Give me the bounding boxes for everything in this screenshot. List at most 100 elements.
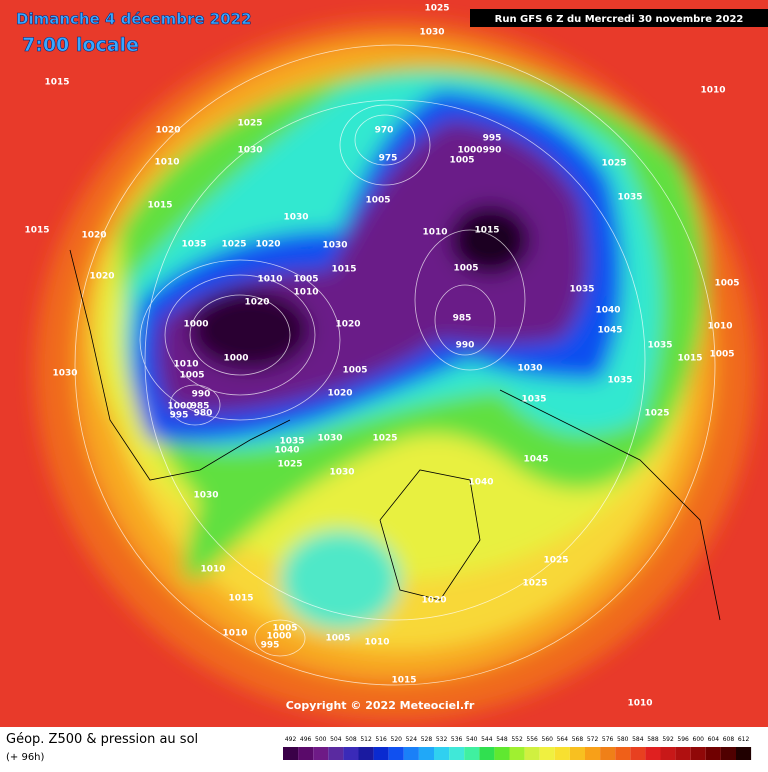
isobar-label: 985 (453, 314, 472, 324)
isobar-label: 1010 (173, 360, 198, 370)
isobar-label: 1035 (521, 395, 546, 405)
scale-swatch (418, 747, 434, 760)
isobar-label: 1015 (677, 354, 702, 364)
scale-swatch (479, 747, 495, 760)
isobar-label: 970 (375, 126, 394, 136)
scale-label: 528 (421, 736, 433, 743)
isobar-label: 1020 (421, 596, 446, 606)
isobar-label: 1030 (419, 28, 444, 38)
scale-swatch (509, 747, 525, 760)
scale-label: 592 (662, 736, 674, 743)
color-scale: 492 496 500 504 508 512 516 520 524 528 532 536 540 5… (283, 736, 752, 760)
scale-label: 556 (526, 736, 538, 743)
isobar-label: 1025 (644, 409, 669, 419)
scale-label: 532 (436, 736, 448, 743)
scale-swatch (720, 747, 736, 760)
scale-label: 540 (466, 736, 478, 743)
isobar-label: 1000 (183, 320, 208, 330)
scale-swatch (660, 747, 676, 760)
isobar-label: 1025 (424, 4, 449, 14)
isobar-label: 995 (170, 411, 189, 421)
footer-title: Géop. Z500 & pression au sol (6, 732, 198, 747)
isobar-label: 1010 (154, 158, 179, 168)
isobar-label: 990 (483, 146, 502, 156)
isobar-label: 1005 (325, 634, 350, 644)
isobar-label: 1010 (707, 322, 732, 332)
scale-label: 544 (481, 736, 493, 743)
scale-swatch (615, 747, 631, 760)
isobar-label: 1020 (155, 126, 180, 136)
scale-swatch (524, 747, 540, 760)
isobar-label: 1025 (543, 556, 568, 566)
isobar-label: 1010 (364, 638, 389, 648)
isobar-label: 1015 (331, 265, 356, 275)
scale-swatch (494, 747, 510, 760)
isobar-label: 1010 (200, 565, 225, 575)
isobar-label: 1005 (714, 279, 739, 289)
isobar-label: 1005 (449, 156, 474, 166)
scale-swatch (388, 747, 404, 760)
scale-swatch (283, 747, 299, 760)
scale-label: 524 (406, 736, 418, 743)
isobar-label: 1010 (222, 629, 247, 639)
isobar-label: 1005 (272, 624, 297, 634)
scale-label: 588 (647, 736, 659, 743)
isobar-label: 1030 (329, 468, 354, 478)
isobar-label: 1030 (322, 241, 347, 251)
isobar-label: 1040 (468, 478, 493, 488)
isobar-label: 1000 (167, 402, 192, 412)
scale-swatch (585, 747, 601, 760)
isobar-label: 1030 (517, 364, 542, 374)
isobar-label: 1030 (237, 146, 262, 156)
scale-swatch (313, 747, 329, 760)
isobar-label: 1015 (391, 676, 416, 686)
isobar-label: 1015 (44, 78, 69, 88)
scale-swatch (539, 747, 555, 760)
isobar-label: 1020 (255, 240, 280, 250)
scale-swatch (298, 747, 314, 760)
time-title: 7:00 locale (22, 34, 139, 56)
isobar-label: 1000 (457, 146, 482, 156)
isobar-label: 1030 (193, 491, 218, 501)
scale-swatch (434, 747, 450, 760)
scale-label: 492 (285, 736, 297, 743)
isobar-label: 1025 (221, 240, 246, 250)
isobar-label: 1005 (365, 196, 390, 206)
isobar-label: 1020 (244, 298, 269, 308)
scale-swatch (736, 747, 752, 760)
scale-label: 548 (496, 736, 508, 743)
footer-lead: (+ 96h) (6, 752, 45, 763)
isobar-label: 1005 (709, 350, 734, 360)
scale-label: 536 (451, 736, 463, 743)
scale-swatch (569, 747, 585, 760)
isobar-label: 985 (191, 402, 210, 412)
scale-label: 560 (542, 736, 554, 743)
isobar-label: 1035 (181, 240, 206, 250)
scale-swatch (600, 747, 616, 760)
isobar-label: 1010 (293, 288, 318, 298)
isobar-label: 1015 (228, 594, 253, 604)
isobar-label: 1005 (179, 371, 204, 381)
run-info: Run GFS 6 Z du Mercredi 30 novembre 2022 (495, 14, 744, 25)
isobar-label: 1005 (342, 366, 367, 376)
isobar-label: 1035 (569, 285, 594, 295)
isobar-label: 975 (379, 154, 398, 164)
scale-label: 496 (300, 736, 312, 743)
scale-swatch (554, 747, 570, 760)
isobar-label: 1030 (317, 434, 342, 444)
scale-label: 608 (723, 736, 735, 743)
isobar-label: 1010 (627, 699, 652, 709)
isobars (74, 44, 716, 686)
isobar-label: 990 (456, 341, 475, 351)
isobar-label: 1010 (700, 86, 725, 96)
isobar-label: 1015 (474, 226, 499, 236)
scale-swatch (645, 747, 661, 760)
scale-label: 504 (330, 736, 342, 743)
scale-swatch (449, 747, 465, 760)
scale-label: 604 (708, 736, 720, 743)
scale-label: 552 (511, 736, 523, 743)
geopotential-field (0, 0, 768, 727)
scale-swatch (328, 747, 344, 760)
isobar-label: 1015 (147, 201, 172, 211)
